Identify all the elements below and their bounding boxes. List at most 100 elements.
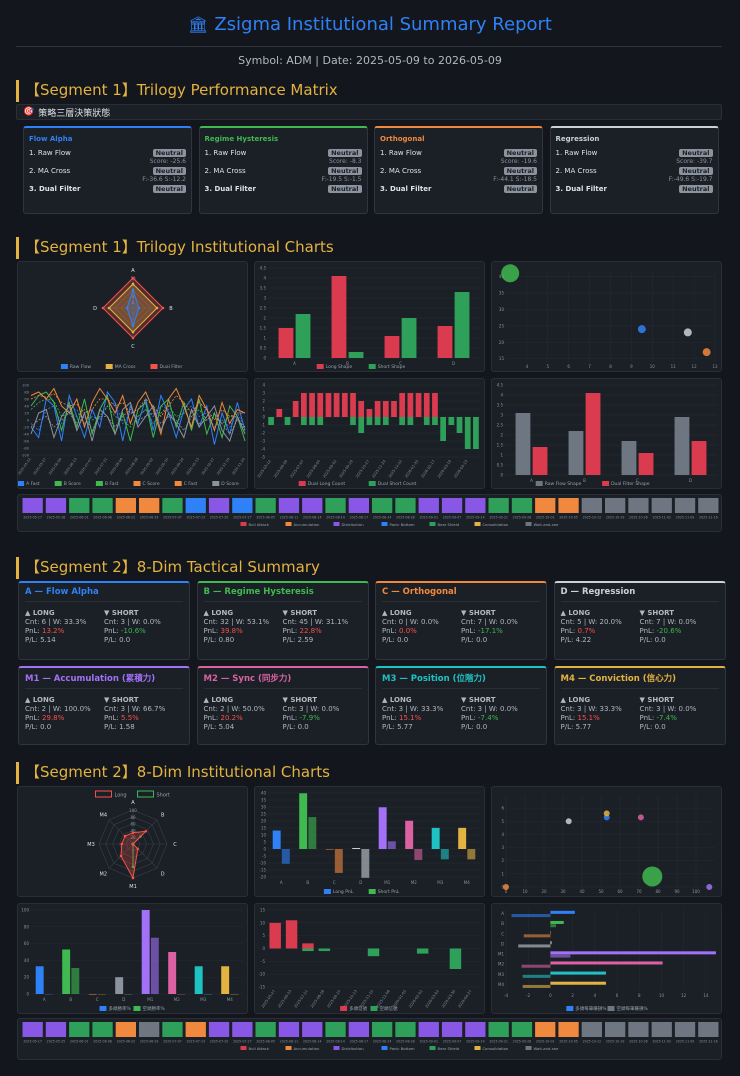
matrix-row-label: 3. Dual Filter [555, 185, 607, 193]
y-tick-label: D [501, 941, 504, 946]
dim-pnl-label: PnL: [560, 714, 578, 722]
x-tick-label: B [583, 478, 586, 483]
dim-count: Cnt: 7 | W: 0.0% [639, 618, 697, 626]
dim-count: Cnt: 7 | W: 0.0% [461, 618, 518, 626]
x-tick-label: 2025-06-22 [117, 516, 136, 520]
regime-cell [325, 498, 346, 513]
legend-label: D Score [221, 481, 239, 487]
bar-D-Short Shape [454, 292, 470, 358]
x-tick-label: 13 [712, 364, 718, 369]
regime-cell [511, 498, 533, 513]
bar-2025-09-29-Dual Long Count [350, 393, 356, 417]
x-tick-label: 2025-07-20 [210, 1040, 229, 1044]
dim-pnl: PnL: 39.8% [204, 627, 283, 635]
legend-swatch [240, 1046, 247, 1050]
x-tick-label: 2025-11-16 [699, 1040, 718, 1044]
regime-cell [372, 498, 393, 513]
y-tick-label: 100 [21, 908, 29, 913]
bar-2025-06-09-Dual Short Count [284, 417, 291, 425]
matrix-row: 3. Dual Filter Neutral [380, 185, 537, 193]
bar-2025-09-29-Dual Short Count [350, 417, 356, 425]
y-tick-label: 60 [24, 941, 30, 946]
dim-pnl: PnL: 15.1% [561, 714, 640, 722]
regime-cell [45, 1022, 67, 1037]
x-tick-label: 2025-06-09 [273, 459, 289, 479]
dim-pnl-value: 22.8% [299, 627, 322, 635]
regime-cell [651, 498, 672, 513]
dim-pnl-value: 15.1% [399, 714, 422, 722]
dim-short-column: ▼ SHORT Cnt: 3 | W: 0.0% PnL: -10.6% P/L: 0… [104, 608, 183, 644]
dim-short-column: ▼ SHORT Cnt: 45 | W: 31.1% PnL: 22.8% P/L: … [283, 608, 362, 644]
legend-label: Wait-and-see [534, 1046, 560, 1051]
bar-2026-01-20-Dual Long Count [415, 393, 422, 417]
radar-series-long [120, 830, 148, 880]
dim-pnl: PnL: -20.6% [640, 627, 719, 635]
dim-pnl: PnL: 0.0% [382, 627, 461, 635]
dim-pnl-label: PnL: [282, 714, 300, 722]
y-tick-label: 0 [262, 946, 265, 951]
x-tick-label: 2025-09-14 [466, 516, 485, 520]
matrix-row-note: F:-36.6 S:-12.2 [142, 176, 186, 183]
matrix-row-label: 2. MA Cross [380, 167, 422, 175]
x-tick-label: 30 [560, 889, 566, 894]
dim-pnl-value: -7.4% [478, 714, 499, 722]
y-tick-label: -4 [261, 447, 265, 452]
radar-point [131, 842, 135, 846]
dim-card-title: A — Flow Alpha [25, 587, 183, 602]
legend-swatch [95, 790, 112, 798]
dim-card-columns: ▲ LONG Cnt: 2 | W: 100.0% PnL: 29.8% P/L: 0… [25, 695, 183, 731]
chart-bubble1: 15 20 25 30 35 40 4 5 6 7 8 9 10 11 12 13 [491, 261, 722, 372]
y-tick-label: 40 [499, 274, 505, 279]
bar-2026-04-27-Dual Short Count [473, 417, 479, 449]
dim-pnl: PnL: 13.2% [25, 627, 104, 635]
bar-2025-11-10-空頭信號 [367, 948, 380, 957]
y-tick-label: 2 [262, 399, 265, 404]
bar-C-Long Shape [384, 336, 400, 358]
legend-swatch [474, 1046, 481, 1050]
y-tick-label: -5 [261, 455, 265, 460]
dim-pnl-label: PnL: [639, 627, 657, 635]
status-badge: Neutral [152, 167, 186, 175]
x-tick-label: 8 [638, 993, 641, 998]
x-tick-label: 2025-08-04 [109, 457, 124, 475]
radar-point [131, 876, 135, 880]
dim-long-column: ▲ LONG Cnt: 3 | W: 33.3% PnL: 15.1% P/L: 5.… [382, 695, 461, 731]
legend-swatch [137, 790, 154, 798]
dim-card-title: M2 — Sync (同步力) [203, 672, 362, 689]
radar-axis-label: A [131, 268, 135, 274]
dim-short-column: ▼ SHORT Cnt: 3 | W: 0.0% PnL: -7.4% P/L: 0.… [461, 695, 540, 731]
legend-swatch [429, 1046, 436, 1050]
x-tick-label: M2 [174, 997, 180, 1002]
x-tick-label: 2025-08-24 [373, 1040, 392, 1044]
radar-axis-label: B [161, 812, 165, 818]
hbar-C-多頭每筆賺損% [550, 931, 551, 935]
regime-cell [22, 498, 43, 513]
dim-pnl: PnL: -7.4% [461, 714, 540, 722]
x-tick-label: 60 [617, 889, 623, 894]
x-tick-label: 2025-10-12 [583, 1040, 602, 1044]
bar-A-多頭勝率% [35, 966, 44, 994]
y-tick-label: 1.5 [497, 443, 504, 448]
dim-pnl: PnL: -17.1% [461, 627, 540, 635]
dim-pnl: PnL: 20.2% [204, 714, 283, 722]
matrix-row: 1. Raw Flow Neutral [556, 149, 713, 157]
hbar-M2-多頭每筆賺損% [550, 961, 663, 965]
legend-label: 多頭勝率% [109, 1005, 132, 1012]
y-tick-label: 0 [27, 419, 30, 423]
regime-cell [139, 498, 160, 513]
x-tick-label: 2025-08-14 [326, 1040, 345, 1044]
regime-cell [628, 1022, 649, 1037]
dim-pl: P/L: 0.0 [282, 723, 309, 731]
legend-swatch [333, 522, 340, 526]
x-tick-label: 2026-02-17 [421, 459, 436, 478]
x-tick-label: 100 [692, 889, 700, 894]
matrix-row-note: Score: -39.7 [676, 158, 713, 165]
bar-B-Long Shape [331, 276, 347, 358]
x-tick-label: 50 [598, 889, 604, 894]
radar-axis-label: M2 [100, 872, 108, 878]
x-tick-label: 2026-03-30 [441, 989, 457, 1009]
bar-2026-03-30-空頭信號 [449, 948, 462, 970]
regime-cell [92, 1022, 113, 1037]
legend-label: Bull Attack [249, 522, 270, 527]
